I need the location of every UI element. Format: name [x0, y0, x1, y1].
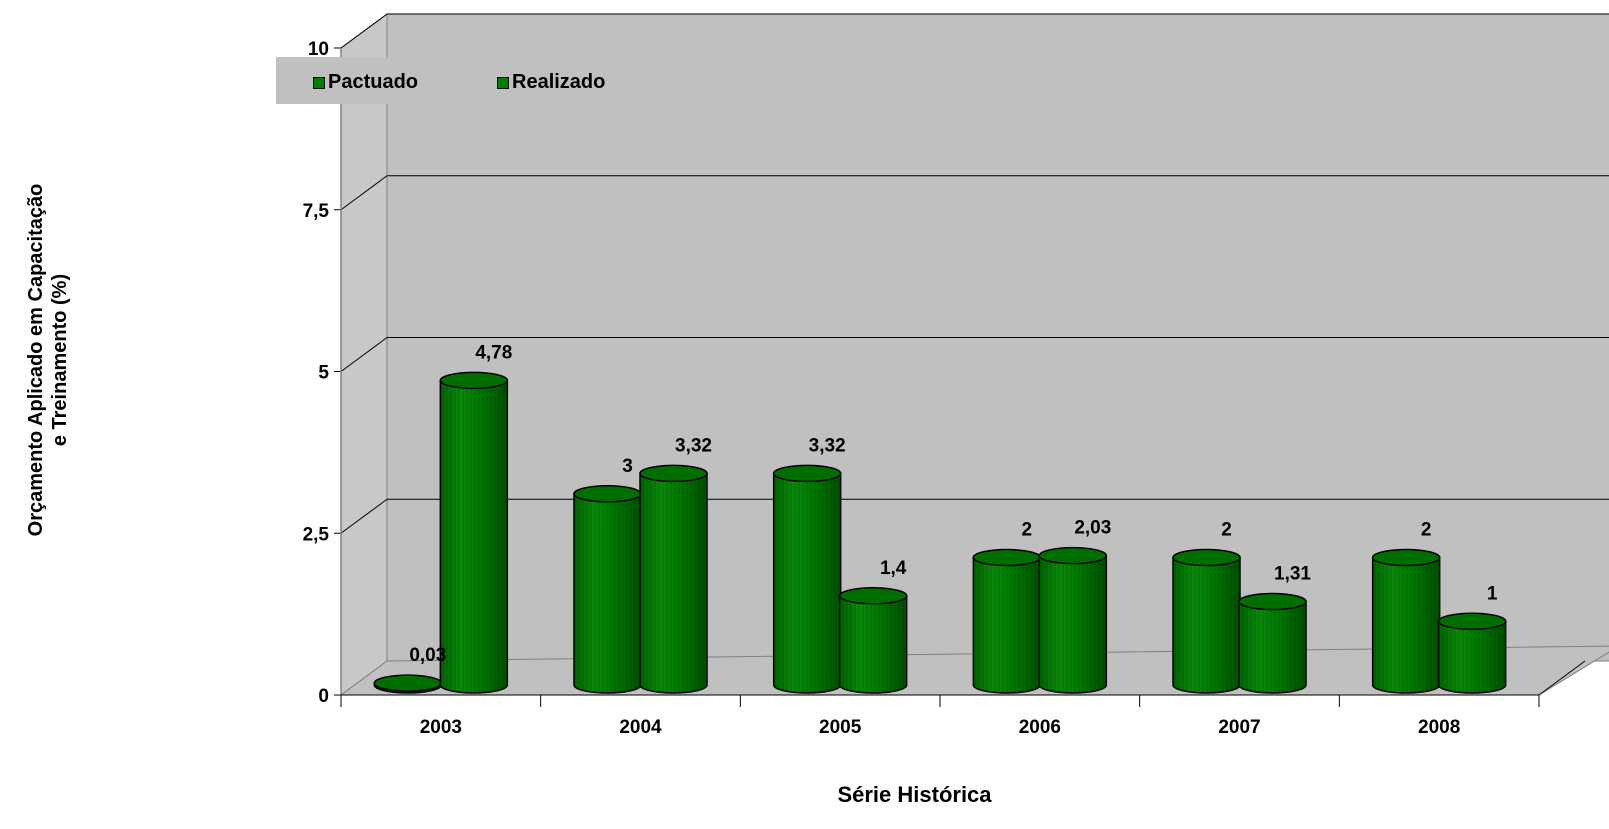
bar-top — [573, 485, 642, 503]
bar-pactuado-2008 — [1371, 548, 1441, 694]
bar-texture — [1372, 557, 1440, 693]
x-axis-edge — [1538, 660, 1586, 696]
data-label: 0,03 — [409, 645, 446, 666]
x-tick-label: 2008 — [1418, 717, 1460, 738]
bar-top — [1238, 592, 1307, 611]
bars — [373, 371, 1507, 694]
bar-top — [772, 464, 842, 483]
y-tick-label: 7,5 — [303, 201, 330, 222]
x-axis-label: Série Histórica — [837, 782, 992, 807]
y-tick-label: 0 — [318, 686, 329, 707]
bar-pactuado-2005 — [772, 464, 842, 694]
legend: Pactuado Realizado — [276, 57, 1609, 104]
legend-swatch-realizado — [497, 76, 509, 89]
y-axis-label-line-1: Orçamento Aplicado em Capacitação — [25, 183, 47, 537]
bar-realizado-2003 — [439, 371, 509, 694]
axes: 0 2,5 5 7,5 10 2003 2004 2005 2006 2007 2008 — [303, 39, 1586, 738]
data-label: 3 — [622, 456, 633, 477]
gridline-side — [340, 175, 388, 211]
data-label: 2,03 — [1074, 518, 1111, 539]
x-tick-label: 2004 — [619, 717, 662, 738]
bar-pactuado-2007 — [1172, 548, 1241, 694]
y-axis-label-line-2: e Treinamento (%) — [49, 273, 71, 447]
gridline-side — [340, 13, 388, 49]
bar-top — [439, 371, 509, 390]
bar-texture — [1039, 555, 1107, 693]
bar-texture — [773, 473, 841, 693]
bar-top — [1038, 546, 1108, 565]
bar-realizado-2004 — [639, 464, 708, 694]
y-tick-label: 2,5 — [303, 524, 330, 545]
gridline-side — [340, 498, 388, 534]
data-label: 2 — [1022, 520, 1033, 541]
x-tick-label: 2007 — [1218, 717, 1260, 738]
bar-top — [838, 587, 908, 605]
bar-texture — [1438, 621, 1506, 693]
legend-item-pactuado: Pactuado — [313, 71, 418, 94]
data-label: 1 — [1487, 583, 1498, 604]
bar-pactuado-2004 — [573, 485, 642, 694]
bar-top — [1172, 548, 1241, 567]
bar-top — [1437, 612, 1507, 631]
bar-pactuado-2006 — [972, 548, 1042, 694]
data-label: 2 — [1221, 520, 1232, 541]
legend-swatch-pactuado — [313, 76, 325, 89]
legend-item-realizado: Realizado — [497, 71, 605, 94]
bar-realizado-2007 — [1238, 592, 1307, 694]
data-label: 2 — [1421, 520, 1432, 541]
bar-realizado-2006 — [1038, 546, 1108, 694]
data-label: 3,32 — [675, 435, 712, 456]
legend-label-realizado: Realizado — [512, 71, 606, 93]
bar-pactuado-2003 — [373, 674, 443, 694]
data-label: 3,32 — [809, 435, 846, 456]
bar-realizado-2005 — [838, 587, 908, 694]
legend-label-pactuado: Pactuado — [328, 71, 419, 93]
bar-texture — [574, 493, 641, 693]
bar-texture — [440, 380, 508, 693]
data-label: 4,78 — [475, 342, 512, 363]
x-tick-label: 2003 — [420, 717, 462, 738]
bar-texture — [640, 473, 707, 693]
data-label: 1,4 — [880, 558, 907, 579]
y-tick-label: 10 — [308, 39, 329, 60]
bar-texture — [1172, 557, 1240, 693]
bar-top — [972, 548, 1042, 567]
x-tick-label: 2006 — [1019, 717, 1061, 738]
bar-realizado-2008 — [1437, 612, 1507, 694]
bar-top — [639, 464, 708, 483]
gridline-side — [340, 337, 388, 372]
bar-texture — [839, 595, 907, 693]
bar-top — [373, 674, 443, 692]
data-label: 1,31 — [1274, 564, 1311, 585]
data-labels: 0,03 3 3,32 2 2 2 4,78 3,32 1,4 2,03 1,31 1 — [409, 342, 1498, 666]
bar-texture — [973, 557, 1041, 693]
bar-texture — [1239, 601, 1306, 693]
x-tick-label: 2005 — [819, 717, 862, 738]
y-tick-label: 5 — [318, 363, 329, 384]
bar-top — [1371, 548, 1441, 567]
